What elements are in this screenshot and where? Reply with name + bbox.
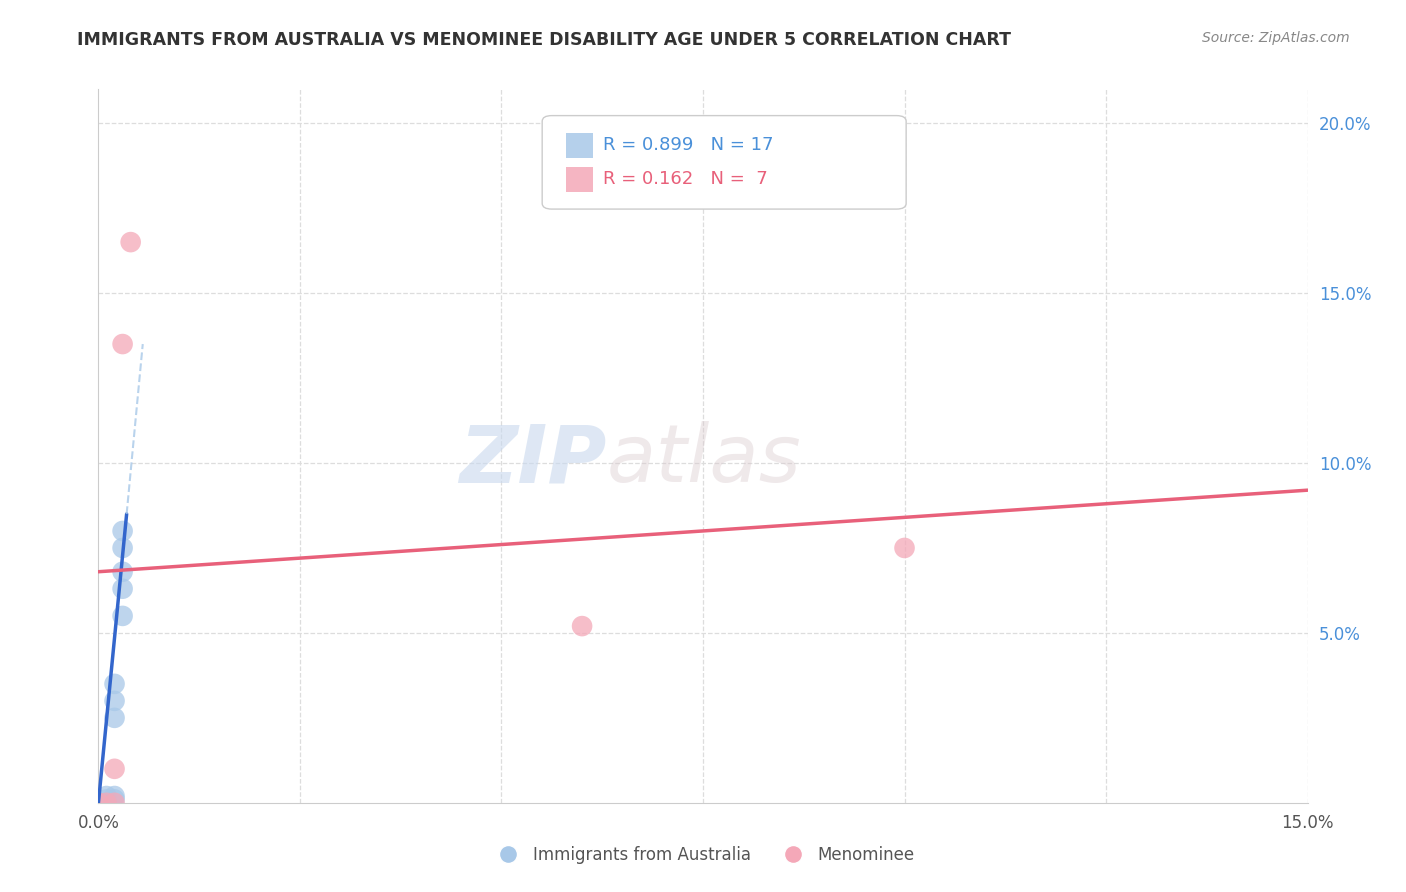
Point xyxy=(96,792,118,806)
Point xyxy=(111,608,134,623)
Point xyxy=(893,541,915,555)
Text: IMMIGRANTS FROM AUSTRALIA VS MENOMINEE DISABILITY AGE UNDER 5 CORRELATION CHART: IMMIGRANTS FROM AUSTRALIA VS MENOMINEE D… xyxy=(77,31,1011,49)
Point xyxy=(111,582,134,596)
Point xyxy=(571,619,593,633)
Bar xyxy=(567,167,593,192)
Point xyxy=(103,792,125,806)
Point xyxy=(87,796,110,810)
Bar xyxy=(567,133,593,158)
Point xyxy=(96,796,118,810)
Point xyxy=(111,337,134,351)
Text: ZIP: ZIP xyxy=(458,421,606,500)
Point xyxy=(87,796,110,810)
Point xyxy=(120,235,142,249)
Point xyxy=(96,796,118,810)
Point xyxy=(103,711,125,725)
Text: Source: ZipAtlas.com: Source: ZipAtlas.com xyxy=(1202,31,1350,45)
FancyBboxPatch shape xyxy=(543,116,905,209)
Text: atlas: atlas xyxy=(606,421,801,500)
Point xyxy=(96,789,118,803)
Point xyxy=(87,796,110,810)
Point xyxy=(103,796,125,810)
Point xyxy=(103,762,125,776)
Point xyxy=(87,796,110,810)
Point xyxy=(103,789,125,803)
Point xyxy=(111,565,134,579)
Text: R = 0.162   N =  7: R = 0.162 N = 7 xyxy=(603,170,768,188)
Point xyxy=(111,541,134,555)
Point xyxy=(103,694,125,708)
Text: R = 0.899   N = 17: R = 0.899 N = 17 xyxy=(603,136,773,153)
Point xyxy=(111,524,134,538)
Point xyxy=(96,796,118,810)
Legend: Immigrants from Australia, Menominee: Immigrants from Australia, Menominee xyxy=(485,839,921,871)
Point xyxy=(103,677,125,691)
